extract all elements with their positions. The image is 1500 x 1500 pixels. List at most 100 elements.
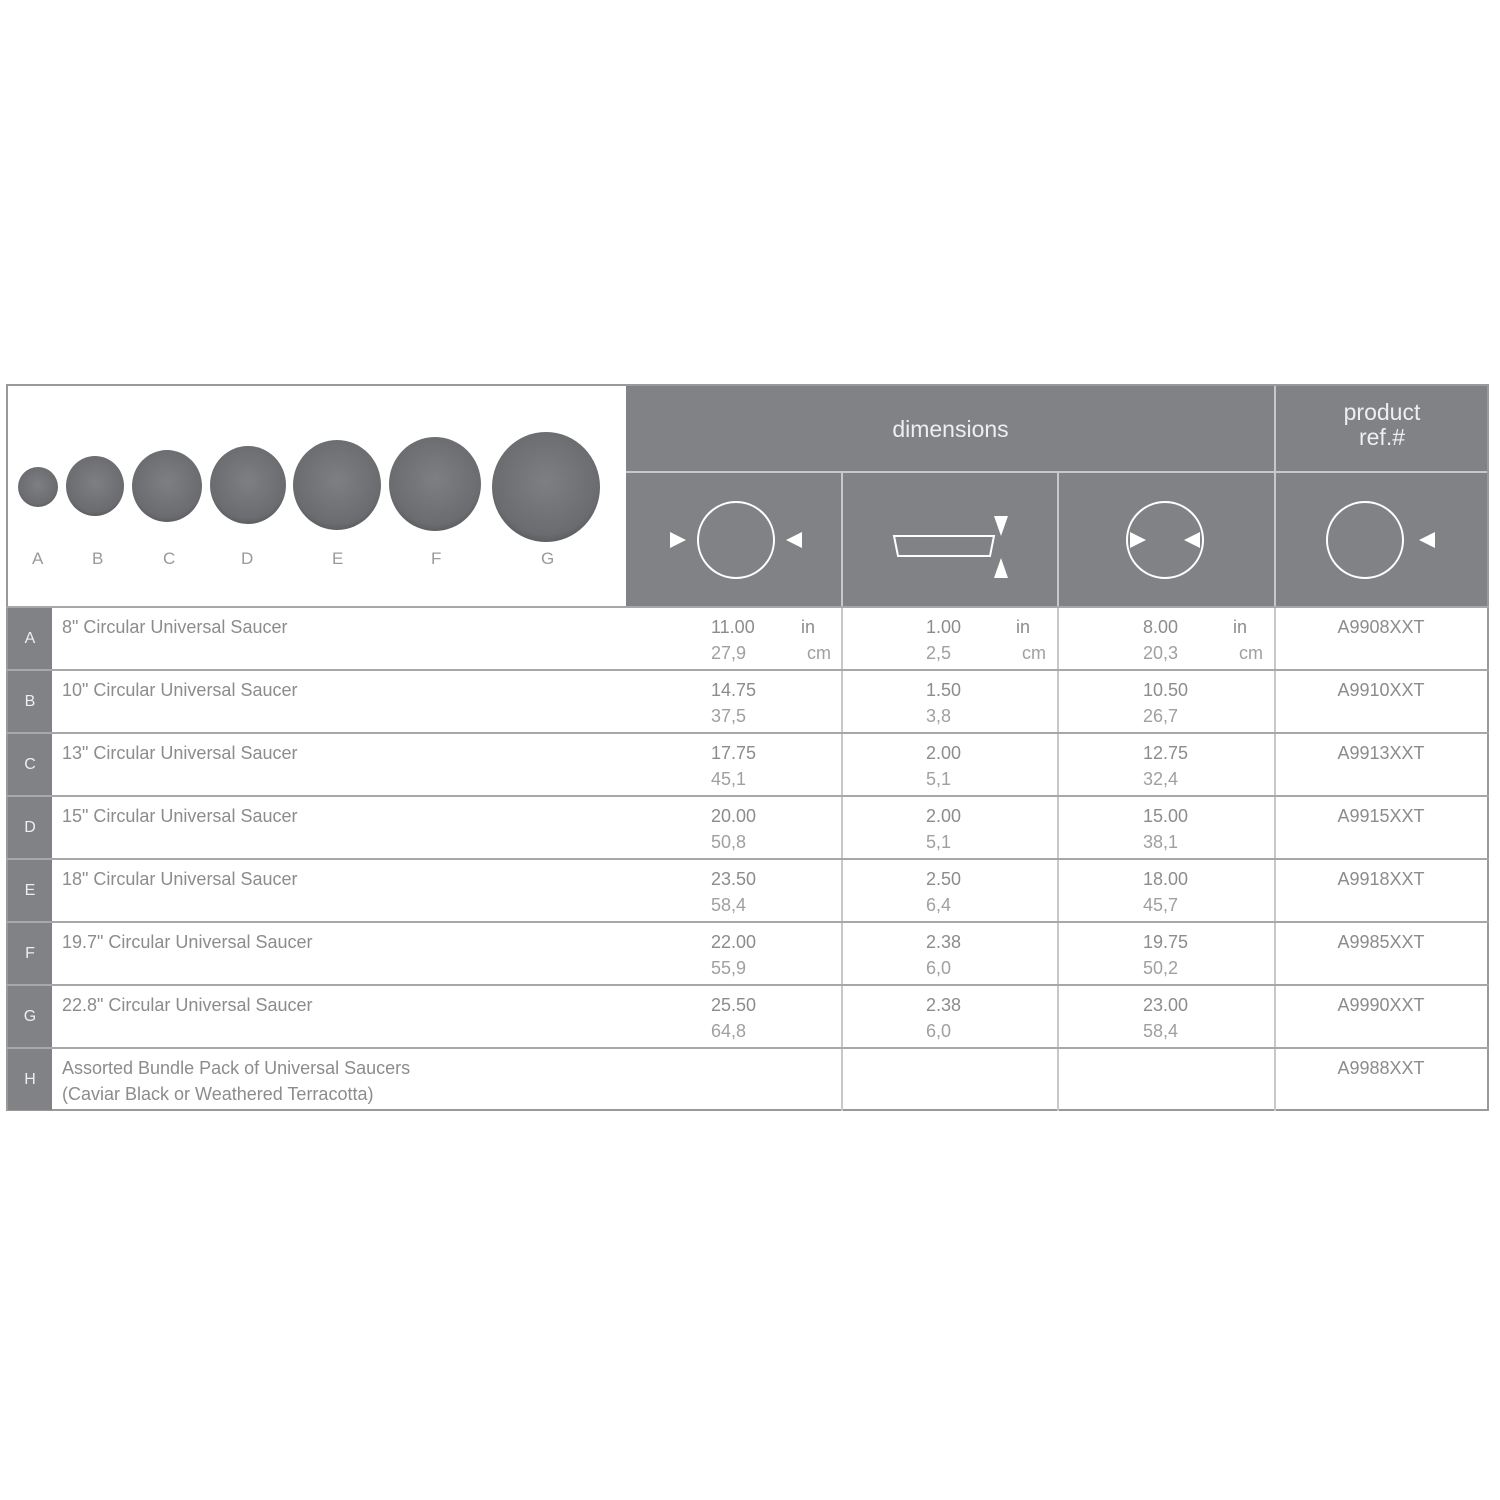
product-ref: A9913XXT <box>1337 743 1425 763</box>
value-in: 22.00 <box>711 932 757 952</box>
d2-value: 19.75 50,2 <box>1143 929 1188 981</box>
value-cm: 55,9 <box>711 958 747 978</box>
value-cm: 26,7 <box>1143 706 1179 726</box>
plate-label: E <box>332 549 344 568</box>
d1-value: 22.00 55,9 <box>711 929 756 981</box>
value-in: 2.50 <box>926 869 962 889</box>
value-in: 25.50 <box>711 995 757 1015</box>
value-cm: 6,4 <box>926 895 952 915</box>
row-divider <box>6 984 1489 986</box>
value-in: 1.00 <box>926 617 962 637</box>
value-in: 19.75 <box>1143 932 1189 952</box>
divider <box>1057 472 1059 1111</box>
plate-label: B <box>92 549 104 568</box>
product-ref-circle-icon <box>1326 501 1435 579</box>
value-cm: 38,1 <box>1143 832 1179 852</box>
plate-label: G <box>541 549 555 568</box>
plate-image-g <box>492 432 600 542</box>
value-cm: 32,4 <box>1143 769 1179 789</box>
unit-cm: cm <box>1022 643 1046 663</box>
value-in: 1.50 <box>926 680 962 700</box>
h-value: 1.00 2,5 <box>926 614 961 666</box>
value-cm: 5,1 <box>926 832 952 852</box>
header-line: product <box>1343 399 1421 425</box>
product-ref: A9915XXT <box>1337 806 1425 826</box>
d2-value: 18.00 45,7 <box>1143 866 1188 918</box>
value-in: 2.38 <box>926 995 962 1015</box>
value-cm: 50,2 <box>1143 958 1179 978</box>
d1-value: 14.75 37,5 <box>711 677 756 729</box>
product-ref: A9985XXT <box>1337 932 1425 952</box>
value-in: 23.50 <box>711 869 757 889</box>
d2-value: 23.00 58,4 <box>1143 992 1188 1044</box>
plate-label: D <box>241 549 254 568</box>
unit-in: in <box>801 617 816 637</box>
unit-labels: in cm <box>801 614 831 666</box>
row-letter: D <box>8 797 52 858</box>
plate-label: A <box>32 549 44 568</box>
d2-value: 15.00 38,1 <box>1143 803 1188 855</box>
product-name: 8" Circular Universal Saucer <box>62 614 287 640</box>
row-divider <box>6 606 1489 608</box>
name-line: 15" Circular Universal Saucer <box>62 806 298 826</box>
plate-image-d <box>210 446 286 524</box>
product-table <box>6 384 1489 1111</box>
height-icon <box>892 516 1008 578</box>
value-in: 10.50 <box>1143 680 1189 700</box>
row-divider <box>6 921 1489 923</box>
plate-image-c <box>132 450 202 522</box>
value-cm: 3,8 <box>926 706 952 726</box>
product-ref: A9918XXT <box>1337 869 1425 889</box>
row-letter: G <box>8 986 52 1047</box>
name-line: 18" Circular Universal Saucer <box>62 869 298 889</box>
row-divider <box>6 1047 1489 1049</box>
value-cm: 64,8 <box>711 1021 747 1041</box>
d1-value: 11.00 27,9 <box>711 614 755 666</box>
value-cm: 6,0 <box>926 1021 952 1041</box>
d1-value: 23.50 58,4 <box>711 866 756 918</box>
h-value: 2.50 6,4 <box>926 866 961 918</box>
value-in: 8.00 <box>1143 617 1179 637</box>
value-in: 18.00 <box>1143 869 1189 889</box>
product-ref: A9988XXT <box>1337 1058 1425 1078</box>
plate-label: F <box>431 549 442 568</box>
d1-value: 20.00 50,8 <box>711 803 756 855</box>
value-cm: 58,4 <box>1143 1021 1179 1041</box>
value-in: 2.00 <box>926 743 962 763</box>
value-cm: 50,8 <box>711 832 747 852</box>
product-name: 18" Circular Universal Saucer <box>62 866 297 892</box>
name-line: 10" Circular Universal Saucer <box>62 680 298 700</box>
product-ref-header: product ref.# <box>1275 400 1489 450</box>
header-line: ref.# <box>1358 424 1406 450</box>
product-name: 19.7" Circular Universal Saucer <box>62 929 313 955</box>
h-value: 2.38 6,0 <box>926 992 961 1044</box>
d2-value: 10.50 26,7 <box>1143 677 1188 729</box>
product-name: 10" Circular Universal Saucer <box>62 677 297 703</box>
row-divider <box>6 669 1489 671</box>
unit-in: in <box>1233 617 1248 637</box>
h-value: 2.38 6,0 <box>926 929 961 981</box>
value-cm: 20,3 <box>1143 643 1179 663</box>
value-cm: 37,5 <box>711 706 747 726</box>
product-ref: A9910XXT <box>1337 680 1425 700</box>
value-cm: 27,9 <box>711 643 747 663</box>
divider <box>626 471 1487 473</box>
value-cm: 45,7 <box>1143 895 1179 915</box>
value-cm: 5,1 <box>926 769 952 789</box>
row-divider <box>6 795 1489 797</box>
d2-value: 8.00 20,3 <box>1143 614 1178 666</box>
product-name: Assorted Bundle Pack of Universal Saucer… <box>62 1055 410 1107</box>
name-line: 19.7" Circular Universal Saucer <box>62 932 313 952</box>
product-ref: A9990XXT <box>1337 995 1425 1015</box>
value-in: 17.75 <box>711 743 757 763</box>
value-in: 11.00 <box>711 617 755 637</box>
value-in: 14.75 <box>711 680 757 700</box>
row-letter: F <box>8 923 52 984</box>
unit-labels: in cm <box>1016 614 1046 666</box>
row-letter: C <box>8 734 52 795</box>
h-value: 2.00 5,1 <box>926 803 961 855</box>
plate-image-b <box>66 456 124 516</box>
row-divider <box>6 858 1489 860</box>
value-cm: 58,4 <box>711 895 747 915</box>
value-cm: 45,1 <box>711 769 747 789</box>
